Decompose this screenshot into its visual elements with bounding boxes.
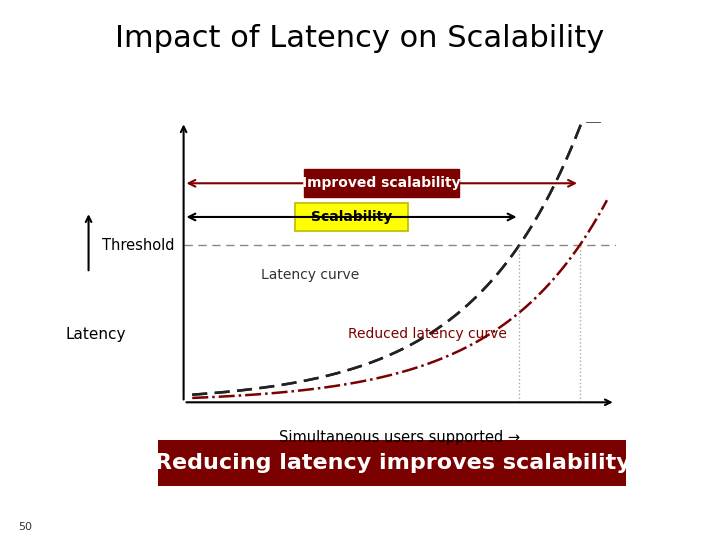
Text: 50: 50 [18,522,32,532]
Text: Threshold: Threshold [102,238,175,253]
Text: Reduced latency curve: Reduced latency curve [348,327,507,341]
Text: Latency curve: Latency curve [261,267,359,281]
Text: Improved scalability: Improved scalability [302,176,461,190]
Text: Scalability: Scalability [311,210,392,224]
Text: Impact of Latency on Scalability: Impact of Latency on Scalability [115,24,605,53]
FancyBboxPatch shape [304,169,459,197]
FancyBboxPatch shape [158,440,626,486]
Text: Latency: Latency [66,327,126,342]
FancyBboxPatch shape [295,203,408,231]
Text: Simultaneous users supported →: Simultaneous users supported → [279,430,520,445]
Text: Reducing latency improves scalability: Reducing latency improves scalability [155,453,630,473]
